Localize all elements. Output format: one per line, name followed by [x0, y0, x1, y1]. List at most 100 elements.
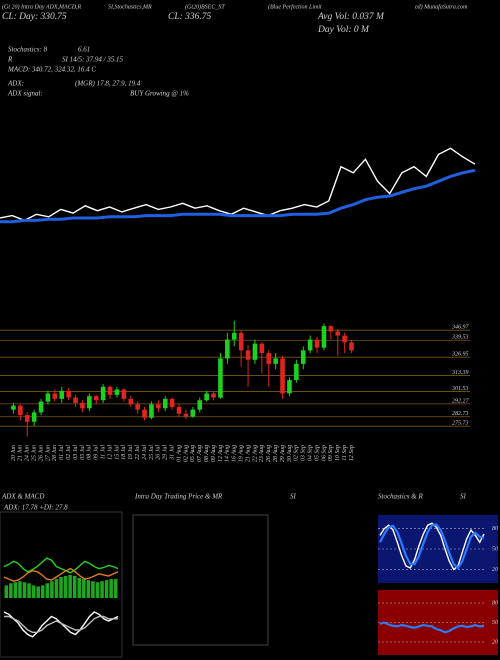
y-tick-label: 80 — [492, 600, 498, 606]
mrsi-panel — [132, 514, 269, 646]
candle-body — [121, 389, 127, 399]
candle-body — [114, 389, 120, 395]
bar — [59, 577, 63, 598]
candle-body — [252, 343, 258, 360]
line — [0, 147, 476, 222]
x-tick-label: 26 Aug — [266, 445, 272, 462]
candle-body — [156, 404, 161, 409]
x-tick-label: 23 Aug — [259, 445, 265, 462]
panel-title: SI — [290, 493, 297, 501]
y-tick-label: 326.95 — [451, 352, 469, 358]
y-tick-label: 313.39 — [451, 370, 469, 376]
line — [3, 557, 119, 574]
candle-body — [73, 397, 78, 403]
x-tick-label: 29 Jul — [163, 445, 169, 460]
candle-body — [169, 398, 175, 407]
candle-body — [87, 396, 92, 409]
x-tick-label: 05 Sep — [314, 445, 320, 461]
x-tick-label: 07 Aug — [197, 445, 203, 462]
bar — [9, 583, 13, 598]
x-tick-label: 21 Jun — [18, 445, 24, 461]
x-tick-label: 18 Jul — [121, 445, 127, 460]
candle-body — [266, 353, 272, 364]
x-tick-label: 11 Sep — [342, 445, 348, 461]
x-tick-label: 30 Aug — [287, 445, 293, 463]
header-text: ed) MunafaSutra.com — [415, 3, 468, 10]
adx-subtitle: ADX: 17.78 +DI: 27.8 — [3, 504, 68, 512]
x-tick-label: 14 Aug — [224, 445, 231, 462]
candle-body — [211, 393, 216, 398]
header-text: SI,Stochastics,MR — [108, 4, 152, 10]
bar — [18, 581, 22, 598]
y-tick-label: 282.73 — [452, 411, 469, 417]
candle-body — [142, 409, 147, 418]
bar — [40, 585, 45, 598]
y-tick-label: 275.73 — [452, 421, 469, 427]
candle-body — [31, 412, 37, 422]
x-tick-label: 09 Sep — [328, 445, 334, 461]
candle-body — [259, 343, 265, 354]
y-tick-label: 346.97 — [451, 324, 470, 331]
candle-body — [38, 401, 44, 413]
x-tick-label: 06 Sep — [321, 445, 327, 461]
candle-body — [162, 398, 168, 409]
candle-body — [197, 400, 203, 410]
y-tick-label: 292.27 — [452, 398, 470, 404]
candle-body — [294, 363, 299, 381]
x-tick-label: 05 Aug — [190, 445, 196, 462]
bar — [68, 574, 72, 598]
rsi-value: SI 14/5: 37.94 / 35.15 — [62, 56, 124, 64]
line — [379, 523, 485, 570]
candle-body — [231, 332, 237, 340]
line — [379, 522, 485, 571]
candle-body — [52, 393, 58, 399]
bar — [113, 579, 118, 598]
y-tick-label: 50 — [492, 546, 498, 552]
x-tick-label: 09 Aug — [211, 445, 217, 462]
bar — [91, 581, 95, 598]
x-tick-label: 16 Aug — [232, 445, 238, 462]
x-tick-label: 08 Aug — [204, 445, 210, 462]
candle-body — [190, 409, 196, 417]
bar — [4, 585, 9, 598]
candle-body — [59, 390, 65, 399]
bar — [31, 585, 36, 598]
candle-body — [176, 406, 182, 414]
x-tick-label: 24 Jun — [24, 445, 31, 461]
y-tick-label: 339.53 — [451, 335, 469, 341]
y-tick-label: 20 — [492, 567, 498, 573]
bar — [22, 582, 27, 598]
candle-body — [18, 405, 23, 416]
x-tick-label: 12 Jul — [107, 445, 113, 460]
x-tick-label: 22 Jul — [135, 445, 141, 460]
bar — [50, 581, 54, 598]
bar — [109, 579, 113, 598]
y-tick-label: 50 — [492, 620, 498, 626]
day-vol: Day Vol: 0 M — [317, 25, 370, 35]
header-text: (Gt 20) Intra Day ADX,MACD,R — [2, 3, 82, 10]
candle-body — [314, 339, 320, 348]
x-tick-label: 28 Aug — [273, 445, 279, 462]
bar — [104, 580, 109, 598]
bar — [72, 575, 77, 598]
y-tick-label: 80 — [492, 526, 498, 532]
x-tick-label: 08 Jul — [87, 445, 93, 460]
candle-body — [135, 404, 140, 410]
candle-body — [328, 326, 334, 332]
x-tick-label: 26 Jul — [156, 445, 162, 460]
candle-body — [273, 358, 278, 364]
stoch-value: 6.61 — [78, 46, 90, 54]
bar — [63, 575, 68, 598]
x-tick-label: 02 Aug — [183, 445, 189, 462]
candle-body — [321, 326, 327, 348]
adx-label: ADX: — [7, 80, 24, 88]
x-tick-label: 20 Jun — [11, 445, 17, 461]
bar — [45, 583, 50, 598]
close: CL: 336.75 — [168, 12, 212, 22]
candle-body — [183, 413, 189, 417]
adx-value: (MGR) 17.8, 27.9, 19.4 — [75, 80, 141, 88]
x-tick-label: 15 Jul — [114, 445, 120, 460]
candle-body — [93, 396, 99, 401]
candle-body — [149, 404, 154, 418]
x-tick-label: 04 Sep — [307, 445, 314, 461]
